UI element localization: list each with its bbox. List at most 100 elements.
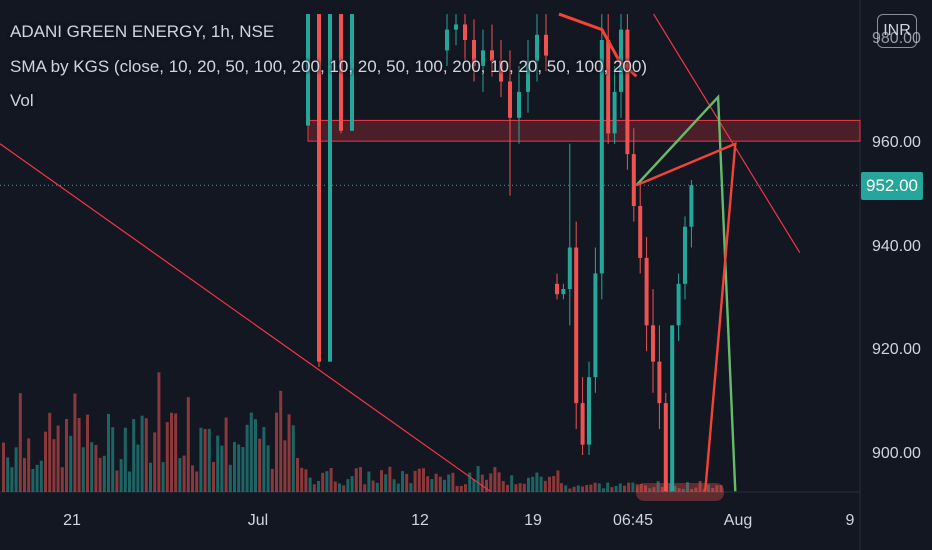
volume-bar <box>631 482 635 492</box>
volume-bar <box>635 484 639 492</box>
volume-bar <box>291 425 295 492</box>
volume-bar <box>52 439 56 492</box>
candle-body <box>625 29 630 155</box>
volume-bar <box>77 417 81 492</box>
volume-bar <box>627 482 631 492</box>
volume-bar <box>44 431 47 492</box>
x-tick-label: 12 <box>411 512 429 529</box>
volume-bar <box>707 484 710 492</box>
volume-bar <box>262 426 266 492</box>
candle-body <box>339 14 343 131</box>
volume-bar <box>409 483 413 492</box>
volume-bar <box>690 488 694 492</box>
volume-bar <box>48 412 52 492</box>
candle-body <box>472 40 476 66</box>
y-tick-label: 940.00 <box>872 237 921 255</box>
candle-body <box>517 91 521 118</box>
candle-body <box>587 377 591 445</box>
volume-bar <box>69 435 73 492</box>
y-tick-label: 900.00 <box>872 445 921 462</box>
volume-bar <box>18 393 22 492</box>
candle-body <box>350 14 354 131</box>
y-tick-label: 960.00 <box>872 133 921 151</box>
volume-bar <box>65 418 68 492</box>
volume-bar <box>459 485 463 492</box>
volume-bar <box>35 464 39 492</box>
candle-body <box>599 40 604 274</box>
volume-bar <box>140 415 144 492</box>
legend-vol[interactable]: Vol <box>10 91 34 110</box>
volume-bar <box>203 428 207 492</box>
y-tick-label: 980.00 <box>872 30 921 47</box>
volume-bar <box>27 438 31 492</box>
volume-bar <box>715 485 719 492</box>
volume-bar <box>380 470 383 492</box>
volume-bar <box>98 457 102 492</box>
candle-body <box>481 50 485 66</box>
volume-bar <box>438 476 442 492</box>
volume-bar <box>388 466 392 492</box>
volume-bar <box>568 488 572 492</box>
currency-badge[interactable]: INR <box>877 14 917 48</box>
volume-bar <box>321 472 325 492</box>
candle-body <box>454 24 458 30</box>
resistance-zone <box>307 119 861 142</box>
volume-bar <box>254 419 257 492</box>
volume-bar <box>585 485 589 492</box>
legend-sma[interactable]: SMA by KGS (close, 10, 20, 50, 100, 200,… <box>10 57 647 76</box>
volume-bar <box>296 458 299 492</box>
volume-bar <box>639 483 643 492</box>
volume-bar <box>275 412 278 492</box>
volume-bar <box>681 488 685 492</box>
sma-line <box>558 12 638 78</box>
volume-bar <box>86 414 89 492</box>
volume-bar <box>165 422 169 492</box>
candle-body <box>606 40 611 134</box>
x-tick-label: 9 <box>845 512 855 529</box>
volume-bar <box>73 393 77 492</box>
volume-bar <box>56 425 60 492</box>
volume-bar <box>623 485 626 492</box>
volume-bar <box>535 472 539 492</box>
x-tick-label: Jul <box>247 512 269 529</box>
candle-body <box>535 34 539 61</box>
volume-bar <box>153 432 157 492</box>
candle-body <box>317 14 321 362</box>
volume-bar <box>237 444 241 492</box>
volume-bar <box>338 483 341 492</box>
volume-bar <box>644 485 647 492</box>
volume-bar <box>677 488 681 492</box>
volume-bar <box>673 485 677 492</box>
volume-highlight <box>636 483 724 501</box>
candle-body <box>683 226 687 284</box>
candle-body <box>644 257 649 326</box>
candle-body <box>676 283 681 326</box>
candle-body <box>499 60 503 82</box>
volume-bar <box>719 485 723 492</box>
pattern-line-red <box>635 141 737 492</box>
volume-bar <box>401 471 404 492</box>
candle-body <box>544 34 548 56</box>
volume-bar <box>711 488 715 492</box>
legend-symbol[interactable]: ADANI GREEN ENERGY, 1h, NSE <box>10 22 275 41</box>
volume-bar <box>430 479 434 492</box>
candle-body <box>526 60 530 92</box>
volume-bar <box>564 485 568 492</box>
current-price-label: 952.00 <box>861 172 923 200</box>
volume-bar <box>90 442 94 492</box>
volume-bar <box>493 467 497 492</box>
volume-bar <box>333 481 337 492</box>
volume-bar <box>270 468 274 492</box>
volume-bar <box>686 482 689 492</box>
candle-body <box>306 14 310 126</box>
volume-bar <box>472 479 476 492</box>
volume-bar <box>14 447 18 492</box>
volume-bar <box>468 472 472 492</box>
volume-bar <box>606 482 610 492</box>
volume-bar <box>149 462 152 492</box>
volume-bar <box>207 428 211 492</box>
volume-bar <box>220 445 224 492</box>
candle-body <box>657 361 662 404</box>
volume-bar <box>576 485 580 492</box>
